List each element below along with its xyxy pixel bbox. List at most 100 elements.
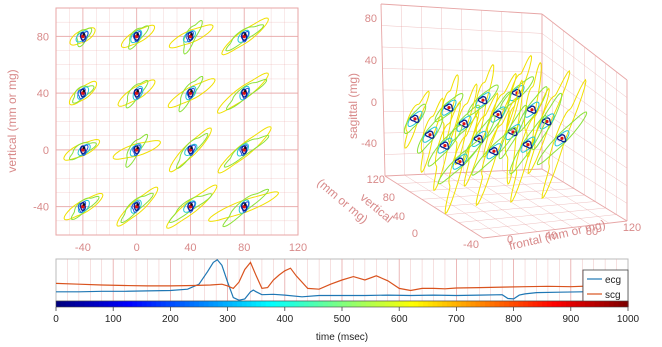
3d-trajectory-loop xyxy=(403,103,427,134)
colorbar-cell xyxy=(480,301,486,307)
center-marker-dark xyxy=(244,89,247,93)
vertical-frontal-projection-panel: -40 0 40 80 120 80 40 0 -40 vertical (mm or mg) xyxy=(5,7,307,254)
colorbar-cell xyxy=(532,301,539,307)
colorbar-cell xyxy=(284,301,291,307)
colorbar-cell xyxy=(237,301,243,307)
center-marker-dark xyxy=(190,33,193,36)
x-tick-labels: -40 0 40 80 120 xyxy=(75,242,307,254)
trajectory-loop xyxy=(70,195,100,221)
3d-trajectory-loop xyxy=(441,99,457,116)
3d-trajectory-core xyxy=(488,147,499,156)
trajectory-loop xyxy=(72,85,95,104)
3d-center-marker xyxy=(413,117,417,121)
colorbar-cell xyxy=(546,301,553,307)
colorbar-cell xyxy=(451,301,457,307)
3d-trajectory-core xyxy=(439,141,450,150)
trajectory-loop xyxy=(68,142,97,161)
colorbar-cell xyxy=(408,301,415,307)
3d-box xyxy=(380,3,628,239)
colorbar-cell xyxy=(322,301,329,307)
3d-trajectory-loop xyxy=(420,97,444,173)
colorbar-cell xyxy=(251,301,257,307)
colorbar-strip xyxy=(56,301,629,307)
colorbar-cell xyxy=(241,301,248,307)
trajectory-loop xyxy=(125,79,149,109)
3d-trajectory-core xyxy=(473,134,484,144)
colorbar-cell xyxy=(56,301,62,307)
colorbar-cell xyxy=(427,301,434,307)
3d-trajectory-loop xyxy=(483,72,517,158)
3d-trajectory-core xyxy=(409,114,420,124)
3d-center-marker xyxy=(530,108,534,112)
sagittal-axis-label: sagittal (mg) xyxy=(346,73,360,139)
trajectory-loop xyxy=(183,200,197,213)
colorbar-cell xyxy=(570,301,577,307)
box-edge xyxy=(541,13,628,81)
colorbar-cell xyxy=(75,301,81,307)
colorbar-cell xyxy=(551,301,558,307)
colorbar-cell xyxy=(184,301,191,307)
time-series-panel: ecg scg xyxy=(55,258,629,305)
x-tick-label: 120 xyxy=(623,222,641,234)
colorbar-cell xyxy=(432,301,438,307)
3d-trajectory-loop xyxy=(463,92,499,187)
colorbar-cell xyxy=(608,301,615,307)
time-series-lines xyxy=(55,259,629,301)
box-edge xyxy=(522,169,610,224)
box-edge xyxy=(380,3,543,15)
colorbar-cell xyxy=(556,301,562,307)
box-edge xyxy=(384,175,484,239)
colorbar-cell xyxy=(137,301,143,307)
3d-trajectory-core xyxy=(424,130,435,139)
3d-trajectory-core xyxy=(556,134,567,143)
colorbar-cell xyxy=(499,301,505,307)
3d-center-marker xyxy=(462,122,466,126)
colorbar-cell xyxy=(122,301,129,307)
colorbar-cell xyxy=(151,301,157,307)
colorbar-cell xyxy=(523,301,529,307)
3d-trajectory-loop xyxy=(505,123,521,141)
trajectory-loop xyxy=(238,199,250,214)
colorbar-cell xyxy=(218,301,224,307)
colorbar-cell xyxy=(437,301,443,307)
colorbar-cell xyxy=(618,301,624,307)
center-marker-dark xyxy=(190,89,193,93)
colorbar-tick-labels: 0 100 200 300 400 500 600 700 800 900 1000 xyxy=(53,307,640,325)
colorbar-cell xyxy=(594,301,600,307)
3d-trajectory-loop xyxy=(407,110,423,127)
colorbar-cell xyxy=(613,301,620,307)
trajectory-loop xyxy=(168,24,214,49)
colorbar-cell xyxy=(475,301,481,307)
center-marker-dark xyxy=(82,89,86,93)
3d-center-marker xyxy=(481,98,485,102)
3d-trajectory-loop xyxy=(454,83,478,166)
series-line-scg xyxy=(55,261,629,292)
colorbar-cell xyxy=(599,301,605,307)
colorbar-cell xyxy=(89,301,95,307)
colorbar-cell xyxy=(132,301,138,307)
trajectory-loop xyxy=(112,140,161,160)
grid xyxy=(55,7,299,236)
trajectory-loop xyxy=(120,24,156,49)
3d-trajectory-loop xyxy=(498,104,528,160)
trajectory-loop xyxy=(183,19,203,55)
trajectory-loop xyxy=(76,27,93,48)
box-edge xyxy=(541,110,628,169)
3d-trajectory-loop xyxy=(531,92,563,151)
box-edge xyxy=(502,170,592,226)
trajectory-loop xyxy=(178,76,204,113)
colorbar-tick-label: 900 xyxy=(562,314,579,325)
trajectory-loop xyxy=(237,29,250,43)
colorbar-cell xyxy=(313,301,319,307)
colorbar-cell xyxy=(299,301,305,307)
colorbar-cell xyxy=(65,301,71,307)
x-tick-label: 0 xyxy=(134,242,140,254)
y-tick-label: 40 xyxy=(37,88,49,100)
colorbar-cell xyxy=(117,301,124,307)
colorbar-cell xyxy=(575,301,581,307)
trajectory-loop xyxy=(130,199,142,214)
trajectory-loop xyxy=(125,133,149,168)
x-tick-label: 80 xyxy=(586,226,598,238)
colorbar-cell xyxy=(585,301,591,307)
